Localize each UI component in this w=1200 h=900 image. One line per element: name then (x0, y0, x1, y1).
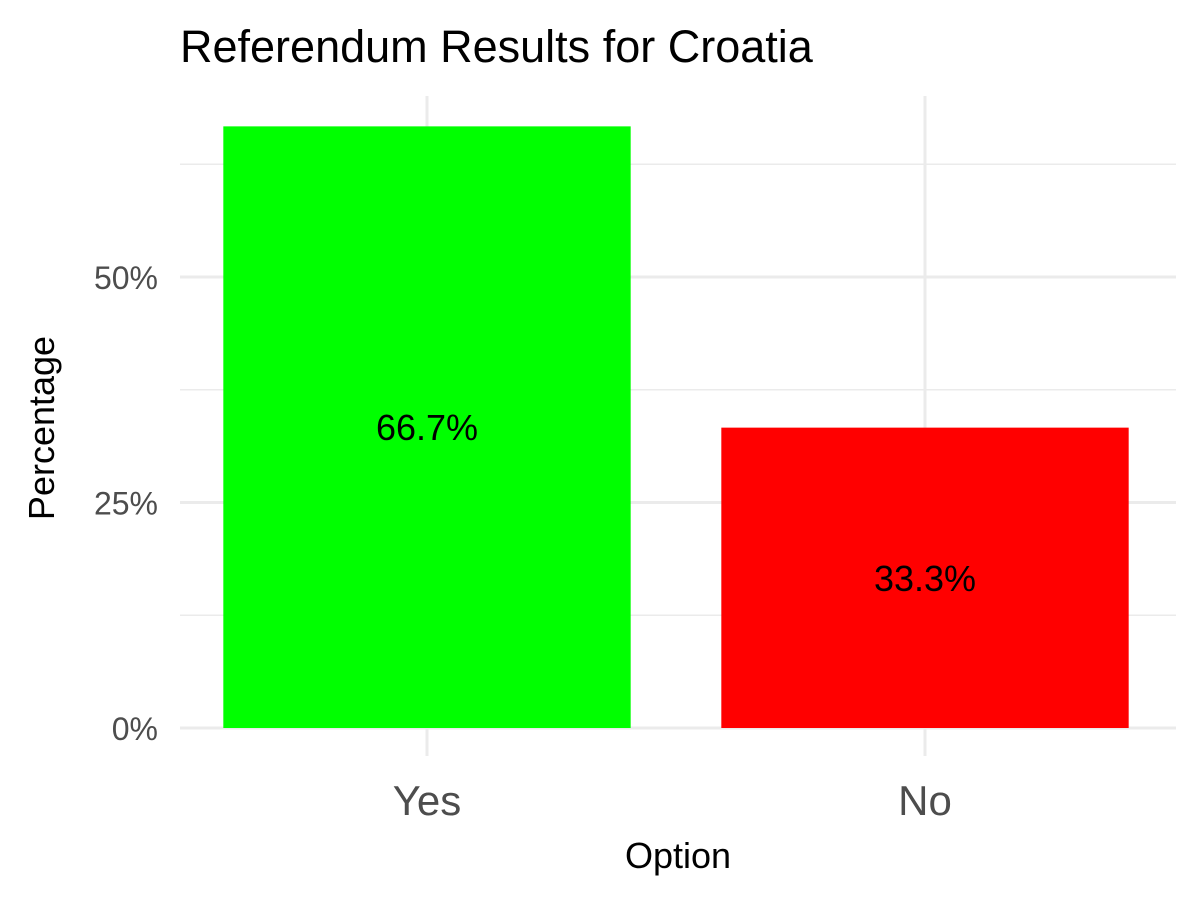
y-tick-label: 0% (112, 711, 158, 747)
data-labels: 66.7% 33.3% (376, 407, 976, 599)
data-label-no: 33.3% (874, 558, 976, 599)
x-axis-title: Option (625, 835, 731, 876)
x-tick-label: Yes (393, 777, 462, 824)
x-axis-ticks: Yes No (393, 777, 952, 824)
y-axis-ticks: 0% 25% 50% (94, 260, 158, 747)
bar-yes (223, 126, 631, 729)
x-tick-label: No (898, 777, 952, 824)
y-axis-title: Percentage (21, 336, 62, 520)
chart-title: Referendum Results for Croatia (180, 21, 814, 72)
bar-no (721, 427, 1129, 728)
y-tick-label: 50% (94, 260, 158, 296)
data-label-yes: 66.7% (376, 407, 478, 448)
bars (223, 126, 1129, 729)
y-tick-label: 25% (94, 486, 158, 522)
